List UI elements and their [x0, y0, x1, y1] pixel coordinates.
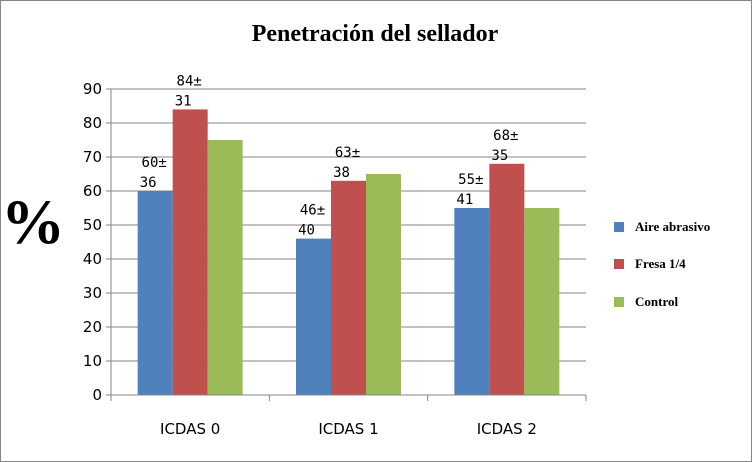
y-tick-label: 70	[83, 148, 102, 166]
data-label: 84±	[177, 73, 202, 89]
bar	[207, 140, 243, 395]
legend-swatch	[614, 222, 624, 232]
bars	[137, 109, 560, 396]
data-label: 63±	[335, 145, 360, 161]
data-labels: 60± 36 46± 40 55± 41 84± 31 63± 38 68± 35	[140, 73, 519, 238]
y-tick-label: 0	[92, 386, 102, 404]
y-tick-label: 40	[83, 250, 102, 268]
data-label: 31	[175, 93, 192, 109]
data-label: 40	[298, 223, 315, 239]
legend-label: Fresa 1/4	[635, 256, 686, 271]
bar	[489, 163, 525, 395]
x-tick-label: ICDAS 2	[477, 420, 537, 438]
x-tick-label: ICDAS 1	[318, 420, 378, 438]
bar	[366, 174, 401, 395]
y-tick-label: 30	[83, 284, 102, 302]
bar	[296, 238, 331, 395]
bar	[137, 191, 173, 395]
bar	[454, 208, 490, 395]
bar	[524, 208, 560, 395]
y-tick-label: 90	[83, 80, 102, 98]
legend-label: Control	[635, 294, 678, 309]
chart-title: Penetración del sellador	[252, 21, 499, 47]
y-tick-label: 50	[83, 216, 102, 234]
y-tick-label: 80	[83, 114, 102, 132]
legend-swatch	[614, 297, 624, 307]
y-tick-label: 60	[83, 182, 102, 200]
data-label: 36	[140, 175, 157, 191]
x-tick-label: ICDAS 0	[160, 420, 220, 438]
data-label: 46±	[300, 203, 325, 219]
data-label: 41	[456, 192, 473, 208]
legend-label: Aire abrasivo	[635, 219, 710, 234]
data-label: 68±	[493, 128, 518, 144]
axes: 0 10 20 30 40 50 60 70 80 90 ICDAS 0 ICDAS 1 ICDAS 2	[83, 80, 587, 438]
bar	[331, 180, 366, 395]
bar	[172, 109, 208, 396]
data-label: 55±	[458, 172, 483, 188]
y-tick-label: 10	[83, 352, 102, 370]
legend: Aire abrasivo Fresa 1/4 Control	[614, 219, 710, 309]
y-tick-label: 20	[83, 318, 102, 336]
legend-swatch	[614, 259, 624, 269]
data-label: 60±	[142, 155, 167, 171]
data-label: 35	[491, 148, 508, 164]
y-axis-label: %	[1, 186, 65, 257]
data-label: 38	[333, 165, 350, 181]
